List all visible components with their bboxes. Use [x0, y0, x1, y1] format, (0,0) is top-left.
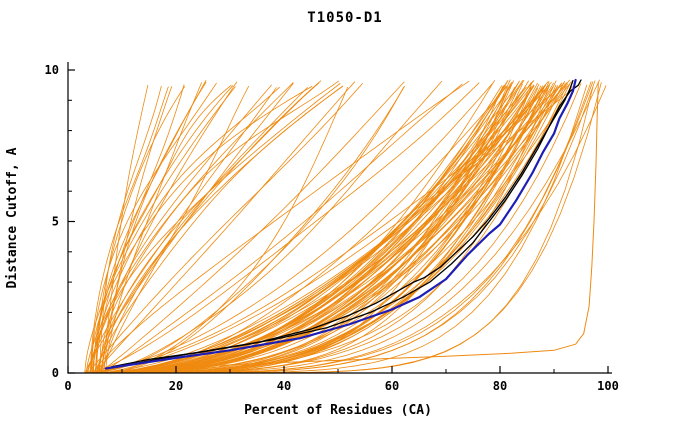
axes-layer: 0 20 40 60 80 100 0 5 10: [45, 62, 619, 393]
tick-label: 80: [493, 379, 507, 393]
y-axis-label: Distance Cutoff, A: [5, 147, 20, 288]
x-axis-label: Percent of Residues (CA): [244, 403, 432, 418]
tick-label: 60: [385, 379, 399, 393]
tick-label: 20: [169, 379, 183, 393]
chart-title: T1050-D1: [307, 10, 382, 26]
tick-label: 0: [52, 366, 59, 380]
tick-label: 5: [52, 215, 59, 229]
tick-label: 100: [597, 379, 619, 393]
tick-label: 10: [45, 63, 59, 77]
tick-label: 40: [277, 379, 291, 393]
tick-label: 0: [64, 379, 71, 393]
curves-layer: [83, 78, 607, 374]
